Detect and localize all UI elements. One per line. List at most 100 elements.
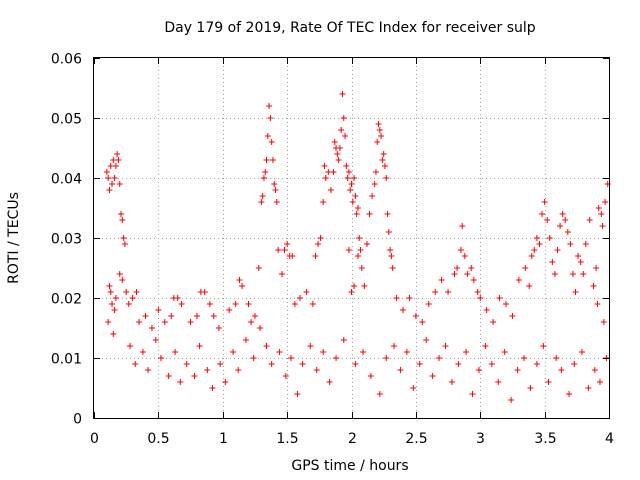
data-point — [470, 277, 477, 283]
data-point — [278, 271, 285, 277]
data-point — [590, 283, 597, 289]
data-point — [451, 271, 458, 277]
data-point — [109, 301, 116, 307]
data-point — [503, 301, 509, 307]
data-point — [571, 361, 578, 367]
x-tick-label: 0.5 — [147, 431, 169, 447]
data-point — [172, 349, 179, 355]
y-tick-label: 0.01 — [51, 352, 82, 368]
data-point — [356, 235, 363, 241]
data-point — [331, 139, 338, 145]
x-tick-label: 0 — [90, 431, 99, 447]
data-point — [372, 169, 379, 175]
y-tick-label: 0.03 — [51, 232, 82, 248]
gridlines — [94, 58, 609, 418]
data-point — [577, 259, 584, 265]
data-point — [116, 181, 123, 187]
data-point — [287, 355, 294, 361]
data-point — [232, 301, 239, 307]
data-point — [553, 355, 560, 361]
data-point — [226, 307, 233, 313]
data-point — [297, 295, 303, 301]
data-point — [209, 385, 216, 391]
data-point — [357, 247, 364, 253]
data-point — [383, 355, 390, 361]
data-point — [291, 301, 298, 307]
data-point — [267, 115, 274, 121]
data-point — [445, 289, 452, 295]
data-point — [546, 235, 553, 241]
data-point — [119, 217, 126, 223]
data-point — [168, 313, 175, 319]
data-point — [294, 391, 301, 397]
data-point — [307, 343, 314, 349]
data-point — [204, 367, 211, 373]
data-point — [347, 187, 354, 193]
y-tick-label: 0.04 — [51, 172, 82, 188]
data-point — [360, 349, 367, 355]
data-point — [352, 193, 359, 199]
data-point — [183, 361, 190, 367]
data-point — [575, 253, 582, 259]
data-point — [596, 379, 603, 385]
data-point — [260, 175, 267, 181]
data-point — [257, 325, 264, 331]
data-point — [455, 361, 462, 367]
data-point — [562, 217, 569, 223]
data-point — [338, 127, 345, 133]
data-point — [255, 265, 262, 271]
data-point — [600, 319, 607, 325]
data-point — [133, 289, 140, 295]
data-point — [317, 235, 324, 241]
data-point — [569, 271, 576, 277]
data-point — [488, 361, 495, 367]
data-point — [258, 199, 265, 205]
data-point — [483, 307, 490, 313]
y-tick-label: 0.05 — [51, 112, 82, 128]
data-point — [361, 283, 368, 289]
data-point — [174, 295, 181, 301]
data-point — [340, 337, 347, 343]
data-point — [374, 139, 381, 145]
x-tick-label: 3.5 — [534, 431, 556, 447]
data-point — [578, 349, 585, 355]
data-point — [196, 343, 203, 349]
data-point — [381, 163, 388, 169]
data-point — [448, 379, 455, 385]
data-point — [275, 247, 282, 253]
data-point — [442, 343, 449, 349]
data-point — [378, 133, 385, 139]
data-point — [340, 115, 347, 121]
data-point — [145, 367, 152, 373]
data-point — [539, 211, 546, 217]
data-point — [312, 253, 319, 259]
data-point — [423, 337, 430, 343]
data-point — [461, 253, 468, 259]
data-point — [263, 157, 270, 163]
data-point — [595, 205, 602, 211]
data-point — [351, 283, 358, 289]
data-point — [348, 181, 355, 187]
data-point — [469, 391, 476, 397]
data-point — [363, 241, 370, 247]
data-point — [533, 235, 540, 241]
data-point — [111, 175, 118, 181]
data-point — [127, 343, 134, 349]
data-point — [206, 301, 213, 307]
y-axis-label: ROTI / TECUs — [6, 192, 22, 284]
x-tick-label: 1 — [219, 431, 228, 447]
data-point — [268, 361, 275, 367]
data-point — [549, 259, 556, 265]
data-point — [177, 379, 184, 385]
data-point — [106, 187, 113, 193]
data-point — [572, 289, 579, 295]
data-point — [475, 367, 482, 373]
data-point — [118, 211, 125, 217]
data-point — [403, 349, 410, 355]
plot-frame — [93, 57, 610, 419]
data-point — [379, 157, 386, 163]
data-point — [178, 301, 185, 307]
data-point — [527, 385, 534, 391]
data-point — [390, 343, 397, 349]
data-point — [345, 169, 352, 175]
